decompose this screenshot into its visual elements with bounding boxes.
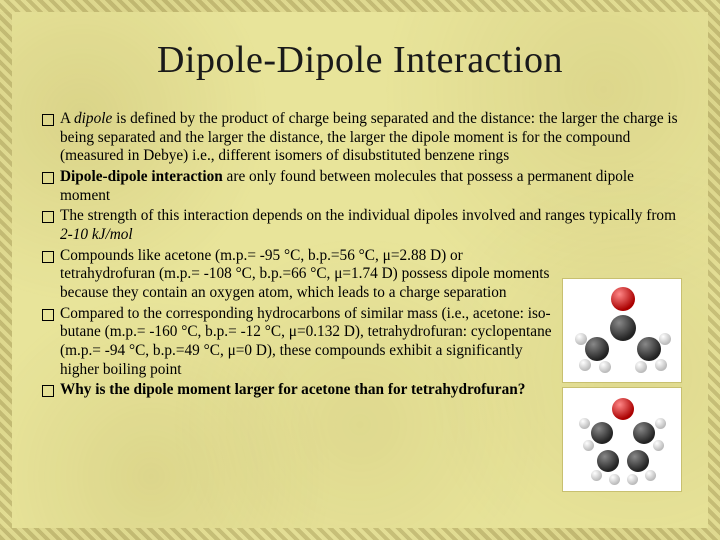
slide-title: Dipole-Dipole Interaction: [42, 38, 678, 82]
acetone-model: [562, 278, 682, 383]
bullet-3: The strength of this interaction depends…: [42, 207, 682, 244]
bullet-5: Compared to the corresponding hydrocarbo…: [42, 305, 552, 380]
bullet-4: Compounds like acetone (m.p.= -95 °C, b.…: [42, 247, 552, 303]
tetrahydrofuran-model: [562, 387, 682, 492]
bullet-2: Dipole-dipole interaction are only found…: [42, 168, 682, 205]
bullet-1: A dipole is defined by the product of ch…: [42, 110, 682, 166]
molecule-images: [562, 278, 682, 492]
